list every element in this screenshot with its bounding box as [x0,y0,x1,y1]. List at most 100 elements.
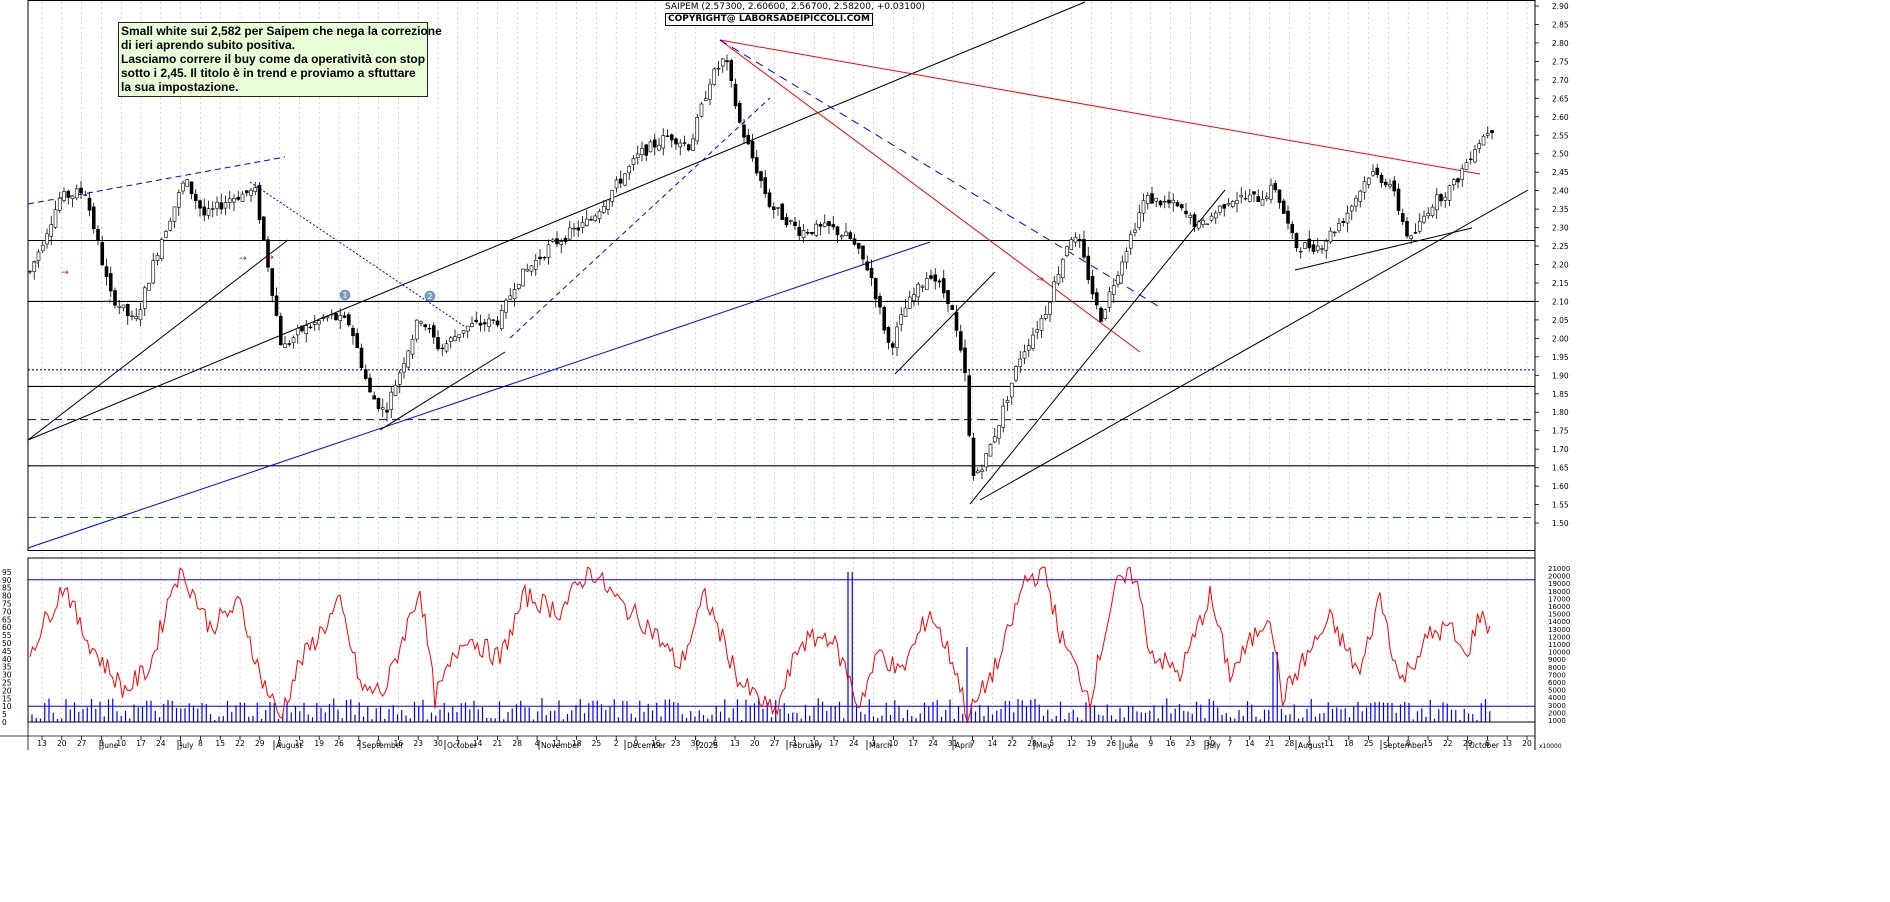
osc-tick-label: 90 [2,576,12,585]
candle [975,470,980,474]
candle [963,347,967,373]
candle [1332,231,1337,234]
candle [1065,246,1069,257]
volume-tick-label: 14000 [1548,618,1570,626]
y-tick-label: 1.55 [1552,501,1569,510]
candle [1209,215,1214,221]
candle [597,210,602,219]
x-day-label: 17 [136,739,146,748]
candle [372,395,377,400]
osc-tick-label: 75 [2,600,12,609]
candle [844,231,848,236]
candle [1366,177,1371,185]
candle [1443,196,1448,201]
x-day-label: 3 [99,739,104,748]
candle [618,178,623,184]
x-day-label: 9 [376,739,381,748]
analysis-note: Small white sui 2,582 per Saipem che neg… [118,22,442,97]
candle [686,144,691,151]
volume-tick-label: 20000 [1548,573,1570,581]
x-day-label: 5 [277,739,282,748]
candle [822,222,827,227]
candle [665,135,670,137]
candle [542,256,547,259]
candle [261,216,266,240]
candle [1392,180,1397,192]
x-month-label: November [541,741,581,750]
trendline-april-up [969,189,1226,505]
candle [1485,133,1490,136]
candle [1286,210,1290,224]
candle [83,194,88,196]
x-day-label: 13 [730,739,740,748]
candle [920,285,925,288]
candle [606,199,610,210]
x-day-label: 3 [871,739,876,748]
horizontal-levels [28,239,1535,707]
candle [691,138,695,151]
x-day-label: 9 [1148,739,1153,748]
volume-tick-label: 3000 [1548,702,1566,710]
x-month-label: July [1206,741,1221,750]
x-month-label: December [627,741,667,750]
osc-tick-label: 70 [2,607,12,616]
candle [793,221,797,226]
x-month-label: March [869,741,892,750]
candle [746,134,751,145]
candle [1162,200,1167,203]
candle [831,224,836,228]
candle [801,230,806,238]
y-tick-label: 2.70 [1552,76,1569,85]
x-day-label: 5 [1049,739,1054,748]
trendline-march-up [894,271,996,375]
candle [529,265,534,272]
candle [312,322,317,325]
candle [555,238,559,245]
x-day-label: 22 [1443,739,1453,748]
x-day-label: 13 [1502,739,1512,748]
candle [971,437,976,476]
candle [1031,334,1035,349]
candle [1345,212,1350,224]
osc-tick-label: 80 [2,592,12,601]
candle [317,320,321,325]
candle [1009,382,1014,398]
candle [771,206,776,210]
candle [852,238,857,245]
candle [134,315,139,320]
x-day-label: 14 [988,739,998,748]
candle [567,227,572,240]
candle [448,337,453,342]
candle [130,315,134,318]
candle [652,139,657,148]
x-day-label: 2 [1129,739,1134,748]
candle [525,269,530,272]
candle [1179,204,1184,209]
candle [499,310,504,329]
candle [954,311,959,331]
volume-tick-label: 15000 [1548,611,1570,619]
candle [321,316,326,319]
candle [504,299,508,313]
candle [474,319,479,322]
x-day-label: 15 [1423,739,1433,748]
y-tick-label: 2.40 [1552,187,1569,196]
candle [342,315,347,318]
candle [108,273,113,292]
candle [512,289,517,299]
candle [1005,400,1010,403]
candle [627,166,632,174]
candle [210,208,215,210]
candle [1460,168,1465,180]
candle [946,290,950,304]
x-day-label: 11 [552,739,562,748]
x-day-label: 8 [198,739,203,748]
osc-tick-label: 85 [2,584,12,593]
volume-tick-label: 1000 [1548,717,1566,725]
candle [380,407,385,410]
candle [759,171,763,181]
x-day-label: 24 [928,739,938,748]
candle [750,140,755,159]
candle [703,98,708,101]
y-tick-label: 2.60 [1552,113,1569,122]
